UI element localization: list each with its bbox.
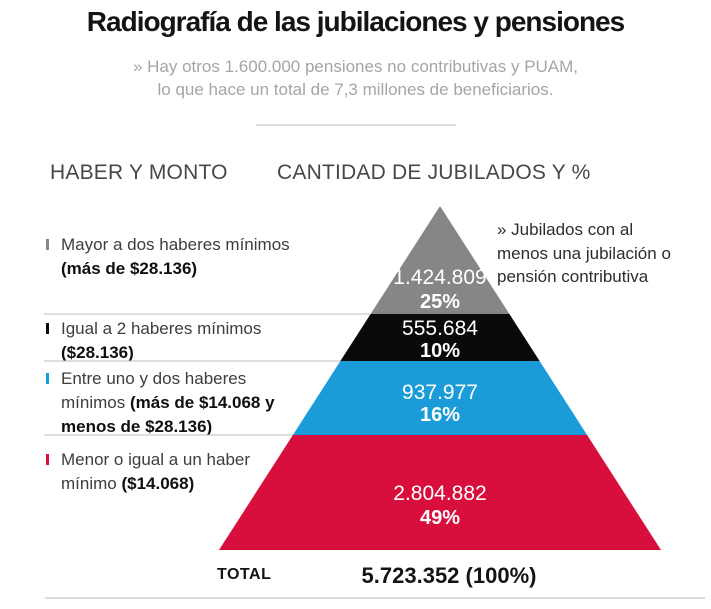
subtitle-line-1: » Hay otros 1.600.000 pensiones no contr… <box>132 57 579 76</box>
segment-3-percent: 16% <box>420 404 460 426</box>
subtitle-line-2: lo que hace un total de 7,3 millones de … <box>157 80 554 99</box>
category-label-4-text: Menor o igual a un haber mínimo <box>61 450 251 493</box>
category-tick-4 <box>46 454 49 465</box>
segment-3-value: 937.977 <box>402 381 478 404</box>
category-label-3-text: Entre uno y dos haberes mínimos <box>61 369 247 412</box>
category-label-2: Igual a 2 haberes mínimos ($28.136) <box>61 317 301 365</box>
category-label-4: Menor o igual a un haber mínimo ($14.068… <box>61 448 301 496</box>
category-tick-1 <box>46 239 49 250</box>
column-header-haber: HABER Y MONTO <box>50 161 228 184</box>
total-label: TOTAL <box>217 566 272 583</box>
pyramid-segment-blue <box>292 361 588 435</box>
pyramid-segment-gray <box>370 206 510 314</box>
segment-2-percent: 10% <box>420 340 460 362</box>
category-label-1: Mayor a dos haberes mínimos (más de $28.… <box>61 233 301 281</box>
segment-4-value: 2.804.882 <box>393 482 486 505</box>
category-label-1-text: Mayor a dos haberes mínimos <box>61 235 290 254</box>
page-title: Radiografía de las jubilaciones y pensio… <box>86 6 625 37</box>
segment-1-percent: 25% <box>420 291 460 313</box>
subtitle: » Hay otros 1.600.000 pensiones no contr… <box>0 55 711 101</box>
category-tick-2 <box>46 323 49 334</box>
category-label-4-amount: ($14.068) <box>121 474 195 493</box>
category-tick-3 <box>46 373 49 384</box>
category-label-1-amount: (más de $28.136) <box>61 259 198 278</box>
pyramid-segment-red <box>219 435 661 550</box>
segment-1-value: 1.424.809 <box>393 266 486 289</box>
pyramid-annotation: » Jubilados con al menos una jubilación … <box>497 220 671 286</box>
segment-2-value: 555.684 <box>402 317 478 340</box>
category-label-3-amount: (más de $14.068 y menos de $28.136) <box>61 393 275 436</box>
category-label-2-text: Igual a 2 haberes mínimos <box>61 319 262 338</box>
segment-4-percent: 49% <box>420 507 460 529</box>
category-label-2-amount: ($28.136) <box>61 343 134 362</box>
total-value: 5.723.352 (100%) <box>361 563 537 588</box>
pyramid-segment-black <box>340 314 540 361</box>
category-label-3: Entre uno y dos haberes mínimos (más de … <box>61 367 281 439</box>
column-header-cantidad: CANTIDAD DE JUBILADOS Y % <box>277 161 591 184</box>
